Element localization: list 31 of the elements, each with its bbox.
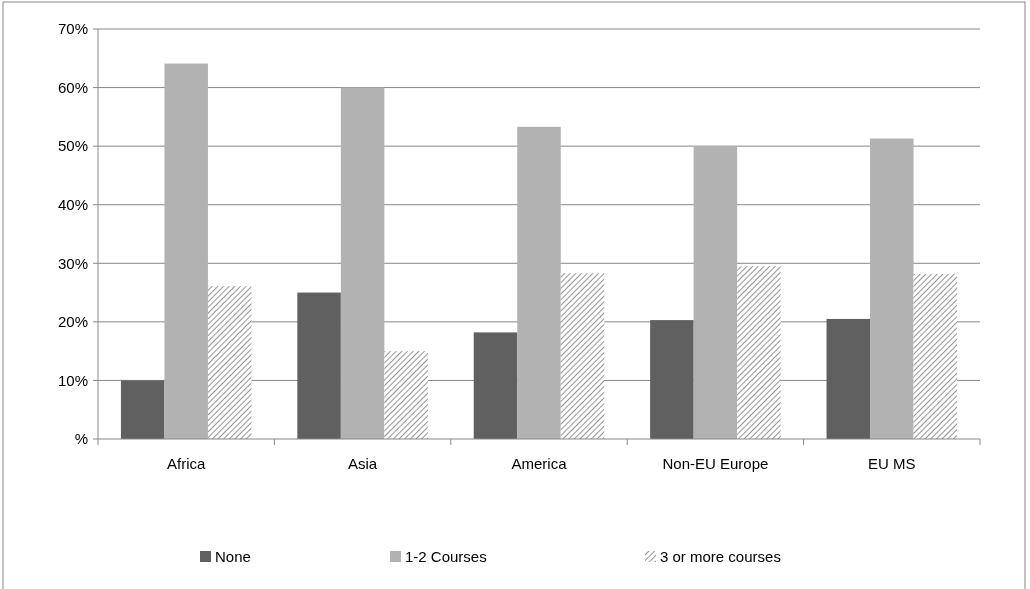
y-tick-label: % [74,430,88,448]
bar [297,292,341,439]
bar [164,63,208,439]
bar [473,332,518,439]
y-tick-label: 10% [57,371,88,389]
legend-label: 1-2 Courses [405,548,487,566]
x-tick-label: Africa [167,455,207,472]
y-tick-label: 70% [57,20,88,38]
bar [384,351,428,439]
bar [693,146,738,439]
bar [650,320,694,439]
x-tick-label: America [511,455,568,472]
y-tick-label: 50% [57,137,88,155]
bar [737,266,781,439]
x-tick-label: Non-EU Europe [662,455,769,472]
bar [517,126,561,439]
y-tick-label: 20% [57,313,88,331]
legend-label: 3 or more courses [660,548,781,566]
y-tick-label: 40% [57,195,88,213]
bar [207,286,252,439]
legend-label: None [215,548,251,566]
bar [560,273,605,439]
bar [870,138,914,439]
x-tick-label: EU MS [868,455,916,472]
bar [120,380,165,439]
x-tick-label: Asia [348,455,378,472]
bar [913,273,958,439]
bar [340,87,385,439]
bar [826,318,871,439]
y-tick-label: 30% [57,254,88,272]
y-tick-label: 60% [57,78,88,96]
